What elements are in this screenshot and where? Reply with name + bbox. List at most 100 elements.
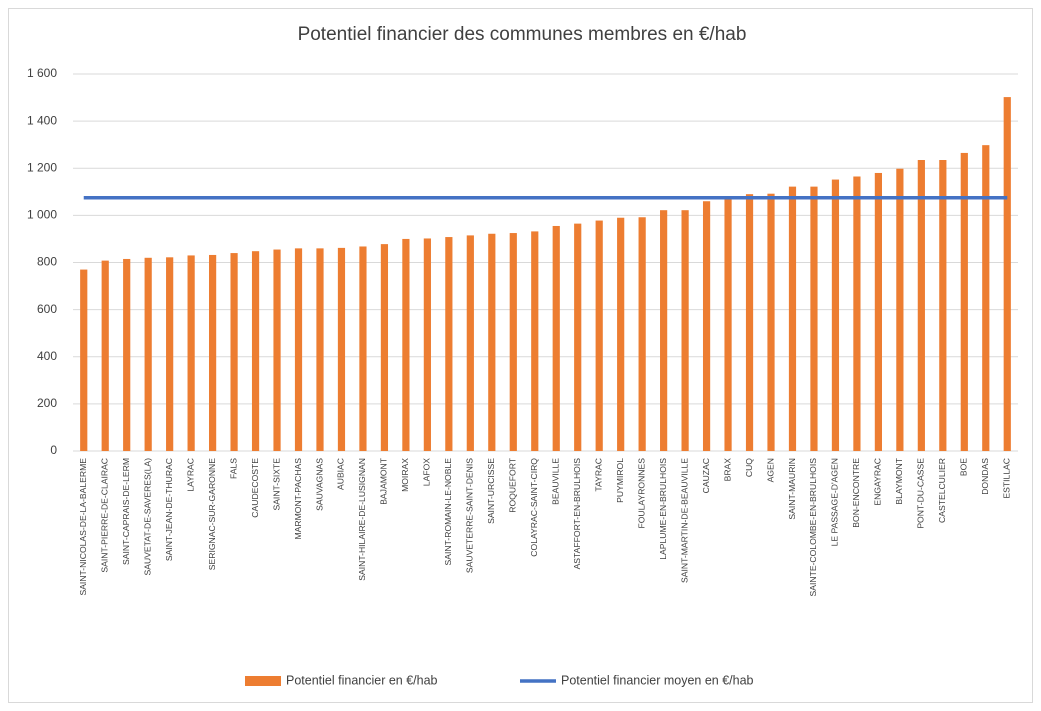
bar: [745, 194, 754, 451]
bar: [595, 220, 603, 451]
x-tick-label: TAYRAC: [593, 458, 603, 492]
bar: [445, 237, 453, 451]
bar: [316, 248, 324, 451]
bar: [939, 160, 947, 452]
y-tick-label: 0: [50, 443, 57, 457]
x-tick-label: ESTILLAC: [1002, 458, 1012, 499]
x-tick-label: FALS: [228, 458, 238, 479]
bar: [702, 201, 711, 451]
x-tick-label: AUBIAC: [336, 458, 346, 490]
bar: [209, 254, 217, 451]
x-tick-label: ENGAYRAC: [873, 458, 883, 506]
x-tick-label: ROQUEFORT: [508, 457, 518, 512]
x-tick-label: SAINT-HILAIRE-DE-LUSIGNAN: [357, 458, 367, 581]
x-tick-label: CAUZAC: [701, 458, 711, 493]
bar: [982, 145, 990, 451]
bar: [831, 179, 840, 451]
chart-title: Potentiel financier des communes membres…: [298, 24, 747, 45]
y-tick-label: 200: [37, 396, 57, 410]
x-tick-label: SAINT-URCISSE: [486, 458, 496, 524]
x-tick-label: MOIRAX: [400, 458, 410, 492]
x-tick-label: SAINT-JEAN-DE-THURAC: [164, 458, 174, 561]
x-tick-label: SAINT-CAPRAIS-DE-LERM: [121, 458, 131, 565]
y-tick-label: 400: [37, 349, 57, 363]
x-tick-label: SAUVAGNAS: [314, 458, 324, 511]
x-tick-label: LAFOX: [422, 458, 432, 486]
y-tick-label: 1 000: [27, 208, 57, 222]
x-tick-label: PONT-DU-CASSE: [916, 458, 926, 529]
bar: [359, 246, 367, 451]
bar: [144, 257, 152, 451]
y-tick-label: 600: [37, 302, 57, 316]
bar: [123, 258, 131, 451]
bar: [896, 168, 904, 451]
x-tick-label: SAINTE-COLOMBE-EN-BRULHOIS: [808, 458, 818, 597]
x-tick-label: LAPLUME-EN-BRULHOIS: [658, 458, 668, 560]
bar: [466, 235, 474, 451]
bar: [681, 210, 689, 451]
x-tick-label: AGEN: [765, 458, 775, 482]
x-tick-label: SAINT-PIERRE-DE-CLAIRAC: [99, 458, 109, 573]
bar: [337, 247, 346, 451]
bar: [166, 257, 174, 451]
x-tick-label: CAUDECOSTE: [250, 458, 260, 518]
x-tick-label: BRAX: [722, 458, 732, 482]
bar: [251, 251, 260, 451]
bar: [724, 199, 732, 451]
x-tick-label: SAINT-ROMAIN-LE-NOBLE: [443, 458, 453, 566]
x-tick-label: CUQ: [744, 458, 754, 477]
x-tick-label: BOE: [959, 458, 969, 476]
x-tick-label: BAJAMONT: [379, 457, 389, 505]
x-tick-label: FOULAYRONNES: [636, 458, 646, 529]
bar: [80, 269, 88, 451]
bar: [509, 233, 517, 451]
bar: [960, 152, 968, 451]
y-tick-label: 1 200: [27, 160, 57, 174]
y-tick-label: 1 400: [27, 113, 57, 127]
bar: [101, 260, 109, 451]
bar: [488, 233, 496, 451]
bar: [917, 160, 925, 452]
x-tick-label: CASTELCULIER: [937, 458, 947, 523]
x-tick-label: SAUVETAT-DE-SAVERES(LA): [142, 458, 152, 576]
x-tick-label: LE PASSAGE-D'AGEN: [830, 458, 840, 546]
x-tick-label: PUYMIROL: [615, 458, 625, 503]
y-tick-label: 800: [37, 255, 57, 269]
bar: [1003, 97, 1011, 451]
bar: [402, 238, 410, 451]
bar: [788, 186, 797, 451]
bar: [874, 172, 882, 451]
x-tick-label: SAUVETERRE-SAINT-DENIS: [465, 458, 475, 573]
x-tick-label: BEAUVILLE: [551, 458, 561, 505]
bar: [638, 217, 646, 451]
x-tick-label: BON-ENCONTRE: [851, 458, 861, 528]
bar: [810, 186, 818, 451]
legend-label: Potentiel financier en €/hab: [286, 673, 438, 687]
x-tick-label: SERIGNAC-SUR-GARONNE: [207, 458, 217, 570]
bar: [552, 225, 560, 451]
x-tick-label: ASTAFFORT-EN-BRULHOIS: [572, 458, 582, 570]
x-tick-label: SAINT-MARTIN-DE-BEAUVILLE: [679, 458, 689, 583]
x-tick-label: SAINT-NICOLAS-DE-LA-BALERME: [78, 458, 88, 596]
y-tick-label: 1 600: [27, 66, 57, 80]
x-tick-label: SAINT-MAURIN: [787, 458, 797, 520]
x-tick-label: SAINT-SIXTE: [271, 458, 281, 511]
bar: [531, 231, 539, 451]
x-tick-label: MARMONT-PACHAS: [293, 458, 303, 540]
bar: [230, 253, 238, 451]
bar: [380, 244, 389, 451]
x-tick-label: DONDAS: [980, 458, 990, 495]
x-tick-label: LAYRAC: [185, 458, 195, 492]
bar: [423, 238, 431, 451]
x-tick-label: COLAYRAC-SAINT-CIRQ: [529, 458, 539, 557]
legend-label: Potentiel financier moyen en €/hab: [561, 673, 754, 687]
legend-swatch: [245, 676, 281, 686]
bar: [767, 193, 775, 451]
bar: [617, 217, 625, 451]
bar: [853, 176, 861, 451]
bar: [187, 255, 195, 451]
x-tick-label: BLAYMONT: [894, 457, 904, 504]
bar: [273, 249, 281, 451]
chart-frame: [8, 8, 1033, 703]
